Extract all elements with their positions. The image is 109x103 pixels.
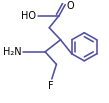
Text: F: F <box>48 81 54 91</box>
Text: HO: HO <box>21 11 36 21</box>
Text: H₂N: H₂N <box>3 47 21 57</box>
Text: O: O <box>66 1 74 11</box>
